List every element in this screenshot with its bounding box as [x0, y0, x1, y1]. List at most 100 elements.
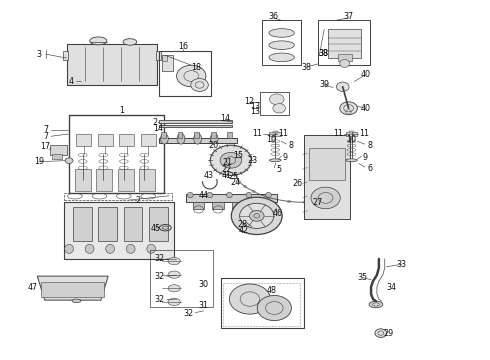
- Text: 15: 15: [234, 151, 244, 160]
- Text: 18: 18: [191, 63, 201, 72]
- Bar: [304, 135, 350, 220]
- Text: 21: 21: [222, 158, 232, 167]
- Text: 6: 6: [367, 164, 372, 173]
- Text: 35: 35: [357, 273, 368, 282]
- Text: 39: 39: [319, 81, 329, 90]
- Text: 36: 36: [269, 12, 278, 21]
- Text: 10: 10: [266, 135, 276, 144]
- Circle shape: [273, 104, 286, 113]
- Text: 13: 13: [250, 107, 260, 116]
- Text: 22: 22: [221, 165, 232, 174]
- Ellipse shape: [345, 159, 357, 162]
- Text: 10: 10: [346, 135, 357, 144]
- Bar: [223, 283, 300, 326]
- Bar: [67, 44, 157, 85]
- Bar: [118, 169, 134, 191]
- Ellipse shape: [168, 271, 180, 278]
- Text: 9: 9: [362, 153, 368, 162]
- Ellipse shape: [266, 192, 271, 198]
- Text: 8: 8: [367, 141, 372, 150]
- Bar: [98, 207, 117, 241]
- Bar: [260, 92, 289, 116]
- Bar: [220, 278, 304, 328]
- Ellipse shape: [270, 159, 281, 162]
- Bar: [49, 145, 67, 155]
- Text: 11: 11: [252, 129, 262, 138]
- Circle shape: [311, 187, 340, 209]
- Text: 46: 46: [272, 209, 282, 218]
- Text: 7: 7: [43, 132, 48, 141]
- Bar: [318, 21, 369, 65]
- Circle shape: [375, 329, 387, 337]
- Ellipse shape: [72, 299, 81, 303]
- Ellipse shape: [65, 244, 74, 253]
- Circle shape: [240, 203, 274, 228]
- Bar: [345, 132, 357, 136]
- Text: 1: 1: [120, 105, 124, 114]
- Bar: [120, 134, 134, 146]
- Bar: [262, 21, 301, 65]
- Text: 14: 14: [153, 123, 163, 132]
- Text: 29: 29: [384, 329, 394, 338]
- Bar: [97, 169, 112, 191]
- Ellipse shape: [177, 134, 185, 144]
- Text: 4: 4: [69, 77, 74, 86]
- Bar: [98, 134, 113, 146]
- Bar: [212, 202, 224, 210]
- Bar: [159, 125, 232, 127]
- Text: 11: 11: [333, 129, 343, 138]
- Ellipse shape: [168, 285, 180, 292]
- Circle shape: [65, 158, 73, 163]
- Bar: [159, 51, 211, 96]
- Ellipse shape: [210, 134, 218, 144]
- Text: 38: 38: [318, 49, 328, 58]
- Text: 33: 33: [396, 260, 406, 269]
- Text: 8: 8: [289, 141, 294, 150]
- Text: 38: 38: [318, 49, 328, 58]
- Bar: [156, 51, 161, 60]
- Bar: [162, 55, 172, 71]
- Circle shape: [231, 197, 282, 234]
- Bar: [63, 51, 68, 60]
- Text: 5: 5: [277, 165, 282, 174]
- Circle shape: [336, 82, 349, 91]
- Bar: [177, 132, 182, 138]
- Text: 32: 32: [154, 255, 165, 264]
- Text: 48: 48: [267, 285, 277, 294]
- Bar: [64, 193, 172, 200]
- Ellipse shape: [340, 59, 349, 67]
- Text: 32: 32: [184, 309, 194, 318]
- Bar: [193, 202, 204, 210]
- Circle shape: [220, 152, 242, 168]
- Text: 43: 43: [204, 171, 214, 180]
- Text: 28: 28: [237, 220, 247, 229]
- Text: 25: 25: [229, 172, 239, 181]
- Circle shape: [340, 102, 357, 115]
- Text: 32: 32: [154, 271, 165, 280]
- Bar: [159, 120, 232, 123]
- Text: 40: 40: [360, 104, 370, 113]
- Bar: [52, 154, 62, 159]
- Ellipse shape: [269, 41, 294, 49]
- Ellipse shape: [269, 53, 294, 62]
- Bar: [338, 54, 351, 61]
- Text: 20: 20: [209, 141, 219, 150]
- Text: 38: 38: [301, 63, 312, 72]
- Ellipse shape: [226, 192, 232, 198]
- Circle shape: [257, 296, 292, 320]
- Bar: [186, 194, 277, 202]
- Bar: [251, 202, 263, 210]
- Text: 42: 42: [239, 226, 248, 235]
- Bar: [273, 131, 278, 134]
- Text: 14: 14: [220, 114, 230, 123]
- Circle shape: [210, 145, 251, 175]
- Bar: [159, 138, 237, 143]
- Text: 2: 2: [135, 196, 140, 205]
- Ellipse shape: [187, 192, 193, 198]
- Bar: [194, 132, 199, 138]
- Bar: [141, 134, 156, 146]
- Text: 19: 19: [34, 157, 44, 166]
- Bar: [162, 55, 167, 61]
- Text: 16: 16: [178, 42, 188, 51]
- Text: 32: 32: [154, 295, 165, 304]
